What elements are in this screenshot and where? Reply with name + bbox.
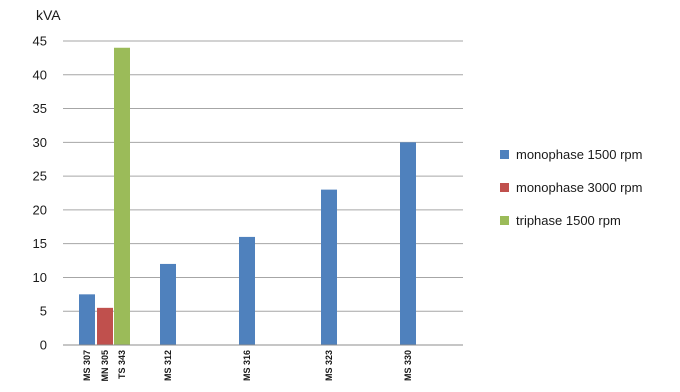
y-tick-label: 5 <box>40 304 47 319</box>
bar-ms-330 <box>400 142 416 345</box>
bar-ms-307 <box>79 294 95 345</box>
y-tick-label: 30 <box>33 135 47 150</box>
bar-mn-305 <box>97 307 113 345</box>
y-tick-label: 0 <box>40 338 47 353</box>
bar-ms-316 <box>239 236 255 345</box>
bar-ts-343 <box>114 47 130 345</box>
bars <box>79 47 416 345</box>
legend-label: monophase 1500 rpm <box>516 147 642 162</box>
y-tick-label: 40 <box>33 67 47 82</box>
y-tick-label: 35 <box>33 101 47 116</box>
x-tick-label: MS 316 <box>242 350 252 381</box>
x-tick-labels: MS 307 MN 305 TS 343 MS 312 MS 316 MS 323 MS 3… <box>82 350 413 382</box>
legend-swatch <box>500 183 509 192</box>
x-tick-label: TS 343 <box>117 350 127 379</box>
x-tick-label: MS 312 <box>163 350 173 381</box>
legend-label: triphase 1500 rpm <box>516 213 621 228</box>
x-tick-label: MS 323 <box>324 350 334 381</box>
bar-ms-323 <box>321 189 337 345</box>
y-tick-label: 20 <box>33 202 47 217</box>
legend-swatch <box>500 216 509 225</box>
x-tick-label: MN 305 <box>100 350 110 382</box>
y-unit-label: kVA <box>36 7 61 23</box>
x-tick-label: MS 307 <box>82 350 92 381</box>
y-tick-labels: 0 5 10 15 20 25 30 35 40 45 <box>33 34 47 353</box>
bar-ms-312 <box>160 263 176 345</box>
y-tick-label: 10 <box>33 270 47 285</box>
y-tick-label: 15 <box>33 236 47 251</box>
y-tick-label: 25 <box>33 169 47 184</box>
legend-swatch <box>500 150 509 159</box>
legend-label: monophase 3000 rpm <box>516 180 642 195</box>
legend: monophase 1500 rpm monophase 3000 rpm trip… <box>500 147 642 228</box>
y-tick-label: 45 <box>33 34 47 49</box>
x-tick-label: MS 330 <box>403 350 413 381</box>
